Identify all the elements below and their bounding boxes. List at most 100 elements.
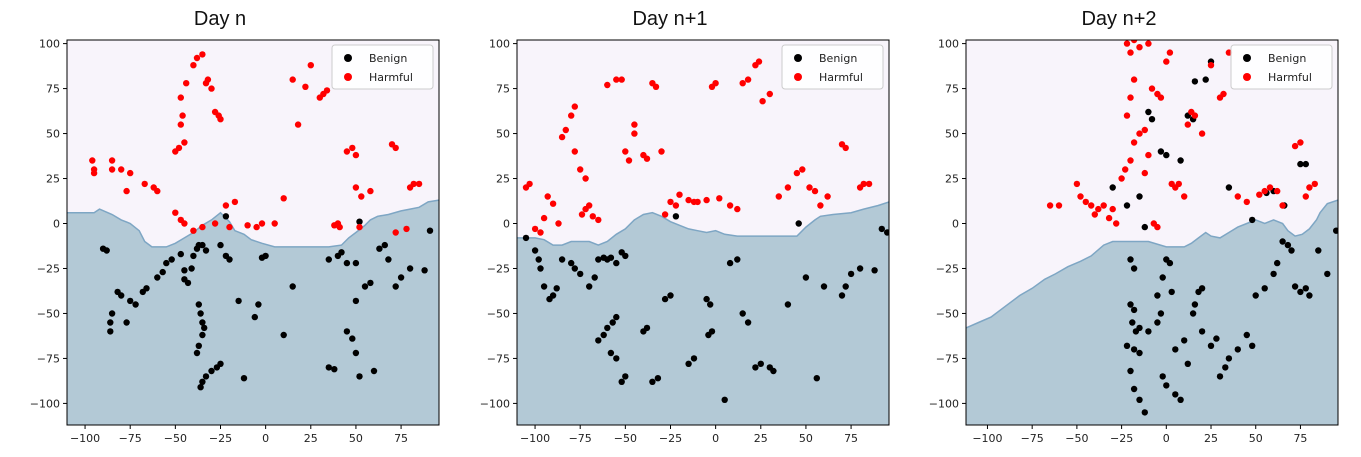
point-harmful bbox=[806, 184, 813, 191]
point-benign bbox=[1191, 301, 1199, 308]
point-harmful bbox=[865, 180, 873, 188]
point-harmful bbox=[540, 214, 548, 222]
point-harmful bbox=[356, 223, 363, 231]
point-harmful bbox=[625, 157, 633, 164]
point-benign bbox=[1123, 342, 1131, 349]
point-benign bbox=[726, 259, 734, 267]
point-benign bbox=[549, 292, 557, 299]
x-tick-label: 75 bbox=[394, 432, 408, 445]
series-harmful bbox=[1046, 40, 1318, 231]
point-harmful bbox=[1082, 198, 1089, 206]
point-benign bbox=[1198, 285, 1206, 292]
point-benign bbox=[613, 355, 620, 362]
point-benign bbox=[195, 301, 202, 308]
point-benign bbox=[1297, 160, 1304, 168]
point-harmful bbox=[179, 112, 186, 119]
plot-area bbox=[67, 40, 439, 425]
point-benign bbox=[262, 252, 269, 260]
x-tick-label: −50 bbox=[1065, 432, 1088, 445]
point-harmful bbox=[1118, 175, 1125, 182]
point-harmful bbox=[755, 58, 763, 65]
decision-boundary bbox=[517, 201, 889, 246]
point-benign bbox=[1306, 292, 1313, 299]
point-harmful bbox=[643, 155, 651, 162]
point-harmful bbox=[1181, 193, 1188, 200]
point-benign bbox=[618, 378, 625, 385]
legend-box bbox=[781, 44, 884, 90]
series-harmful bbox=[89, 51, 423, 236]
y-tick-label: −50 bbox=[487, 307, 510, 320]
point-benign bbox=[795, 220, 802, 227]
point-benign bbox=[188, 265, 195, 272]
point-benign bbox=[1148, 116, 1156, 123]
x-tick-label: 0 bbox=[1163, 432, 1170, 445]
point-harmful bbox=[578, 211, 586, 218]
point-benign bbox=[609, 319, 616, 326]
point-harmful bbox=[1234, 193, 1241, 200]
y-tick-label: 0 bbox=[503, 218, 510, 231]
axes-frame bbox=[516, 39, 890, 426]
point-harmful bbox=[349, 144, 356, 152]
point-harmful bbox=[127, 169, 134, 177]
point-benign bbox=[159, 268, 166, 276]
point-benign bbox=[251, 313, 258, 321]
point-benign bbox=[202, 247, 210, 254]
point-harmful bbox=[1122, 166, 1129, 173]
chart-title: Day n+2 bbox=[1081, 8, 1157, 30]
point-harmful bbox=[676, 191, 683, 198]
point-benign bbox=[734, 256, 741, 263]
point-benign bbox=[349, 335, 356, 342]
point-benign bbox=[1154, 292, 1161, 299]
point-benign bbox=[197, 310, 204, 317]
point-benign bbox=[654, 375, 662, 382]
point-benign bbox=[1191, 78, 1199, 85]
point-benign bbox=[392, 283, 399, 290]
point-harmful bbox=[1145, 40, 1152, 47]
point-benign bbox=[591, 274, 598, 281]
point-benign bbox=[163, 259, 170, 267]
region-benign bbox=[67, 200, 439, 425]
y-tick-label: −25 bbox=[487, 262, 510, 275]
point-benign bbox=[1145, 328, 1152, 335]
point-benign bbox=[197, 384, 204, 391]
point-harmful bbox=[1148, 85, 1156, 92]
point-benign bbox=[1249, 342, 1256, 349]
point-benign bbox=[558, 256, 566, 263]
point-harmful bbox=[544, 193, 551, 200]
point-benign bbox=[856, 265, 864, 272]
point-benign bbox=[537, 265, 544, 272]
point-benign bbox=[1136, 193, 1143, 200]
point-benign bbox=[1157, 148, 1165, 155]
x-tick-label: 75 bbox=[844, 432, 858, 445]
point-benign bbox=[784, 301, 792, 308]
point-benign bbox=[1274, 259, 1281, 267]
point-harmful bbox=[1311, 180, 1318, 188]
point-benign bbox=[1172, 391, 1179, 398]
point-benign bbox=[842, 283, 849, 290]
point-benign bbox=[222, 213, 230, 220]
legend-box bbox=[1230, 44, 1333, 90]
point-harmful bbox=[1077, 193, 1084, 200]
point-harmful bbox=[744, 76, 752, 83]
point-benign bbox=[649, 378, 656, 385]
point-benign bbox=[1225, 184, 1233, 191]
point-benign bbox=[421, 267, 428, 274]
point-harmful bbox=[1256, 191, 1263, 198]
point-benign bbox=[1189, 310, 1197, 317]
point-benign bbox=[770, 367, 777, 375]
x-tick-label: −75 bbox=[119, 432, 142, 445]
point-benign bbox=[1136, 324, 1143, 332]
point-harmful bbox=[1274, 187, 1281, 195]
y-tick-label: −50 bbox=[936, 307, 959, 320]
scatter-chart-day-n-plus-2: −100 −75 −50 −25 0 25 50 75 100 75 50 25 0 −25 −50 −75 −… bbox=[929, 38, 1339, 445]
legend-marker-benign bbox=[344, 54, 352, 62]
chart-title: Day n bbox=[193, 8, 247, 30]
legend-label-harmful: Harmful bbox=[819, 71, 863, 84]
point-benign bbox=[522, 234, 530, 242]
x-tick-label: −50 bbox=[614, 432, 637, 445]
point-benign bbox=[143, 285, 150, 292]
point-harmful bbox=[739, 80, 746, 87]
point-harmful bbox=[258, 220, 266, 227]
point-benign bbox=[1130, 385, 1138, 393]
point-benign bbox=[1297, 288, 1304, 296]
